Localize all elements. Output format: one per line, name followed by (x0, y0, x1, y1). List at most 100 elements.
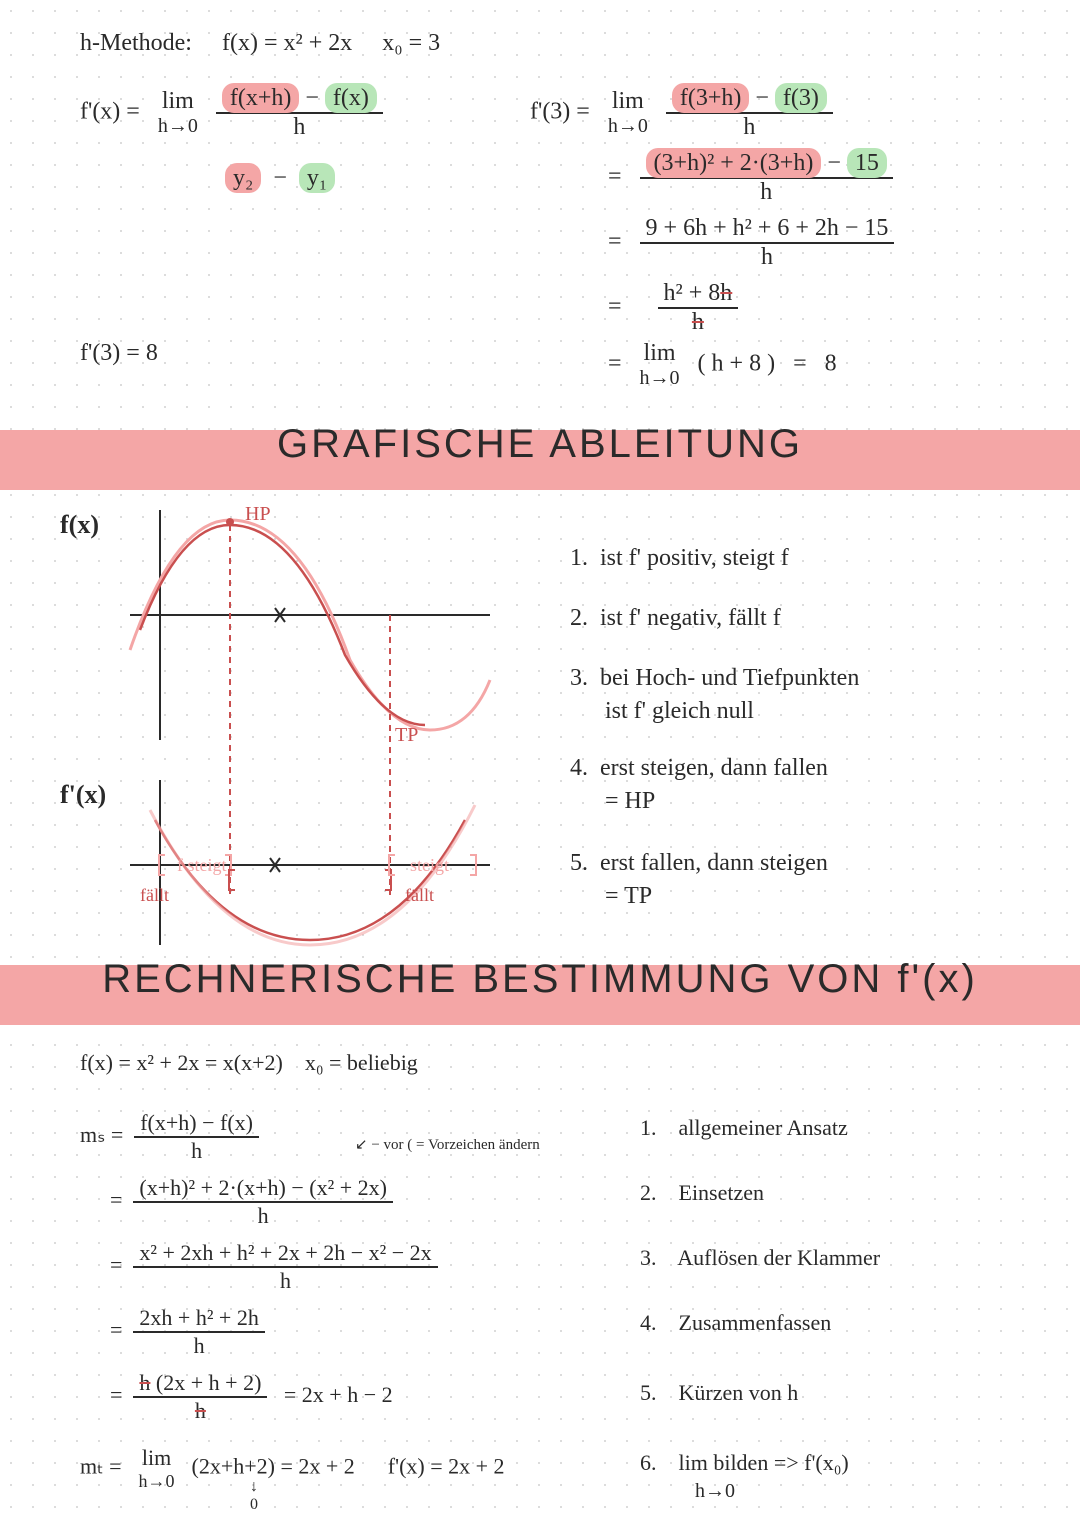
text: f(x) = x² + 2x = x(x+2) (80, 1050, 283, 1075)
text: (2x+h+2) = 2x + 2 (192, 1454, 355, 1479)
text: = (608, 294, 622, 320)
numerator: f(x+h) − f(x) (134, 1110, 259, 1138)
num: 4. (640, 1310, 657, 1335)
fraction: f(3+h) − f(3) h (666, 85, 833, 141)
numerator: f(3+h) − f(3) (666, 85, 833, 114)
num: 3. (640, 1245, 657, 1270)
step-5: 5. Kürzen von h (640, 1380, 798, 1406)
text: lim (152, 88, 204, 115)
text: h→0 (634, 367, 686, 390)
text: lim bilden => f'(x₀) (679, 1450, 849, 1475)
text: x₀ = 3 (382, 30, 440, 56)
graphs-svg (120, 500, 500, 950)
text: bei Hoch- und Tiefpunkten (600, 665, 859, 691)
text: f(x) = x² + 2x (222, 30, 352, 56)
text: h→0 (133, 1471, 181, 1492)
denominator: h (133, 1203, 393, 1229)
text: f'(x) = 2x + 2 (388, 1454, 505, 1479)
num: 5. (570, 850, 588, 876)
fraction: 9 + 6h + h² + 6 + 2h − 15 h (640, 215, 895, 271)
text: − (273, 165, 287, 191)
num: 5. (640, 1380, 657, 1405)
sec3-l6-zero: ↓0 (250, 1478, 258, 1514)
denominator-strike: h (133, 1398, 267, 1424)
lim-block: lim h→0 (602, 88, 654, 138)
numerator: 9 + 6h + h² + 6 + 2h − 15 (640, 215, 895, 244)
fpx-label: f'(x) (60, 780, 106, 810)
numerator: (3+h)² + 2·(3+h) − 15 (640, 150, 893, 179)
highlight-green: 15 (847, 148, 887, 178)
denominator-strike: h (658, 309, 739, 336)
text: erst fallen, dann steigen (600, 850, 828, 876)
steigt-label-1: f steigt (177, 855, 227, 876)
numerator: 2xh + h² + 2h (133, 1305, 264, 1333)
step-3: 3. Auflösen der Klammer (640, 1245, 880, 1271)
text: = (608, 164, 622, 190)
num: 2. (640, 1180, 657, 1205)
banner-title-2: RECHNERISCHE BESTIMMUNG VON f'(x) (0, 957, 1080, 1002)
sec3-l6: mₜ = lim h→0 (2x+h+2) = 2x + 2 f'(x) = 2… (80, 1445, 505, 1492)
fraction: 2xh + h² + 2h h (133, 1305, 264, 1359)
rule-2: 2. ist f' negativ, fällt f (570, 605, 781, 632)
step-6: 6. lim bilden => f'(x₀) (640, 1450, 849, 1476)
text: mₜ = (80, 1454, 122, 1479)
rule-3: 3. bei Hoch- und Tiefpunkten (570, 665, 859, 692)
fraction: f(x+h) − f(x) h (134, 1110, 259, 1164)
lim-block: lim h→0 (634, 340, 686, 390)
num: 4. (570, 755, 588, 781)
rule-1: 1. ist f' positiv, steigt f (570, 545, 789, 572)
fraction: x² + 2xh + h² + 2x + 2h − x² − 2x h (133, 1240, 437, 1294)
denominator: h (216, 114, 383, 141)
note-arrow: ↙ − vor ( = Vorzeichen ändern (355, 1135, 540, 1154)
fraction: f(x+h) − f(x) h (216, 85, 383, 141)
text: h-Methode: (80, 30, 192, 56)
text: lim (634, 340, 686, 367)
text: h→0 (152, 115, 204, 138)
rule-3b: ist f' gleich null (605, 698, 754, 725)
text: 8 (825, 351, 837, 377)
fx-label: f(x) (60, 510, 99, 540)
numerator: (x+h)² + 2·(x+h) − (x² + 2x) (133, 1175, 393, 1203)
fraction: (x+h)² + 2·(x+h) − (x² + 2x) h (133, 1175, 393, 1229)
fprime3-line3: = 9 + 6h + h² + 6 + 2h − 15 h (608, 215, 894, 271)
step-6b: h→0 (695, 1480, 735, 1503)
step-1: 1. allgemeiner Ansatz (640, 1115, 848, 1141)
highlight-pink: (3+h)² + 2·(3+h) (646, 148, 822, 178)
faellt-label-2: fällt (405, 885, 434, 906)
text: = 2x + h − 2 (284, 1382, 393, 1407)
highlight-pink: f(x+h) (222, 83, 300, 113)
text: − (755, 85, 769, 111)
num: 1. (570, 545, 588, 571)
denominator: h (134, 1138, 259, 1164)
num: 1. (640, 1115, 657, 1140)
denominator: h (640, 244, 895, 271)
lim-block: lim h→0 (152, 88, 204, 138)
text: erst steigen, dann fallen (600, 755, 828, 781)
fprime3-line1: f'(3) = lim h→0 f(3+h) − f(3) h (530, 85, 833, 141)
rule-4: 4. erst steigen, dann fallen (570, 755, 828, 782)
text: Kürzen von h (679, 1380, 799, 1405)
y2-y1: y₂ − y₁ (225, 165, 335, 192)
sec3-l5: = h (2x + h + 2) h = 2x + h − 2 (110, 1370, 393, 1424)
text: ist f' positiv, steigt f (600, 545, 789, 571)
text: ( h + 8 ) (698, 351, 776, 377)
lim-block: lim h→0 (133, 1445, 181, 1492)
numerator: h (2x + h + 2) (133, 1370, 267, 1398)
highlight-green: f(3) (775, 83, 827, 113)
result-left: f'(3) = 8 (80, 340, 158, 367)
hp-label: HP (245, 503, 271, 526)
numerator: h² + 8h (658, 280, 739, 309)
sec3-l2: = (x+h)² + 2·(x+h) − (x² + 2x) h (110, 1175, 393, 1229)
highlight-green: y₁ (299, 163, 335, 193)
highlight-pink: y₂ (225, 163, 261, 193)
denominator: h (666, 114, 833, 141)
text: lim (602, 88, 654, 115)
text: Zusammenfassen (679, 1310, 832, 1335)
text: f'(3) = (530, 99, 590, 125)
numerator: f(x+h) − f(x) (216, 85, 383, 114)
rule-5b: = TP (605, 883, 652, 910)
text: = (608, 351, 622, 377)
text: Einsetzen (679, 1180, 765, 1205)
sec3-l4: = 2xh + h² + 2h h (110, 1305, 265, 1359)
text: 0 (250, 1496, 258, 1513)
